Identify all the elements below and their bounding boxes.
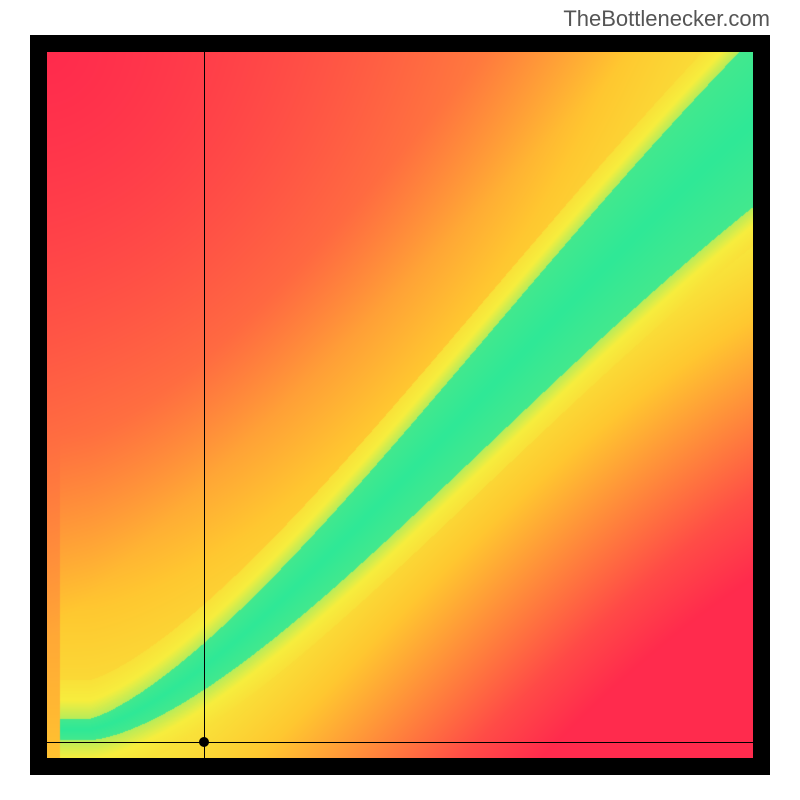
chart-area: [47, 52, 753, 758]
marker-point: [199, 737, 209, 747]
crosshair-horizontal: [47, 742, 753, 743]
chart-frame: [30, 35, 770, 775]
heatmap-canvas: [47, 52, 753, 758]
attribution-text: TheBottlenecker.com: [563, 6, 770, 32]
crosshair-vertical: [204, 52, 205, 758]
